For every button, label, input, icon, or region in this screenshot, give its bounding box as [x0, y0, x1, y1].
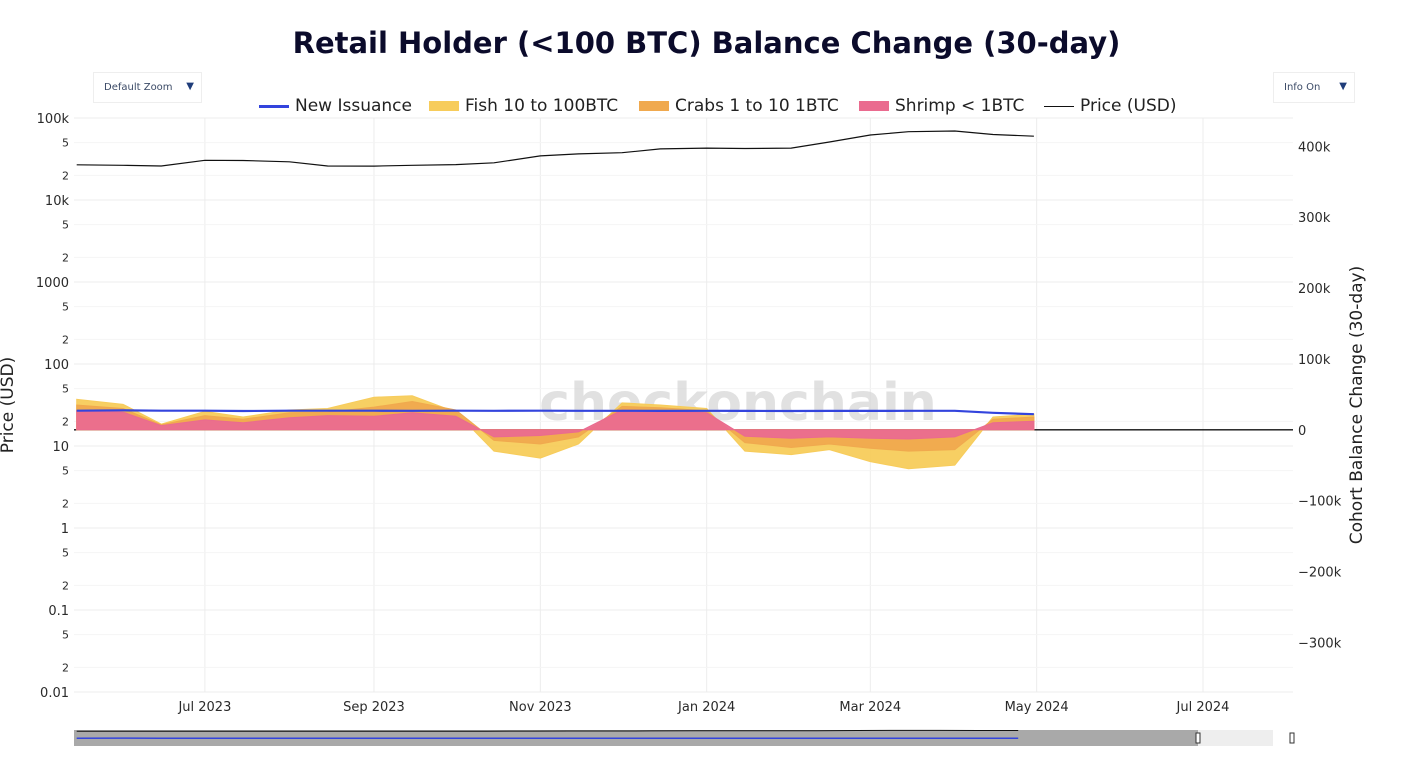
- y-left-minor-tick-label: 5: [62, 547, 69, 560]
- x-tick-label: May 2024: [1005, 700, 1069, 715]
- y-left-tick-label: 100: [44, 358, 69, 373]
- legend-swatch: [859, 101, 889, 111]
- y-axis-right: 400k 300k 200k 100k 0 −100k −200k −300k: [1298, 140, 1342, 651]
- y-left-minor-tick-label: 5: [62, 383, 69, 396]
- legend-item-fish[interactable]: Fish 10 to 100BTC: [429, 96, 618, 116]
- y-left-tick-label: 100k: [37, 112, 70, 127]
- x-tick-label: Mar 2024: [839, 700, 901, 715]
- x-tick-label: Jul 2024: [1176, 700, 1230, 715]
- y-right-tick-label: 400k: [1298, 140, 1331, 155]
- legend-label: Shrimp < 1BTC: [895, 96, 1025, 116]
- legend-label: New Issuance: [295, 96, 412, 116]
- range-slider-handle[interactable]: [1289, 732, 1295, 744]
- y-left-tick-label: 10: [52, 440, 69, 455]
- legend: New Issuance Fish 10 to 100BTC Crabs 1 t…: [0, 96, 1413, 122]
- x-tick-label: Jan 2024: [677, 700, 735, 715]
- x-tick-label: Jul 2023: [177, 700, 231, 715]
- y-left-minor-tick-label: 5: [62, 301, 69, 314]
- y-right-tick-label: −300k: [1298, 636, 1342, 651]
- y-left-tick-label: 1: [61, 522, 69, 537]
- legend-swatch: [1044, 105, 1074, 107]
- y-left-minor-tick-label: 2: [62, 661, 69, 674]
- legend-label: Price (USD): [1080, 96, 1177, 116]
- y-right-tick-label: 300k: [1298, 211, 1331, 226]
- line-price: [76, 130, 1034, 167]
- y-left-minor-tick-label: 5: [62, 219, 69, 232]
- y-right-tick-label: 100k: [1298, 353, 1331, 368]
- triangle-down-icon: ▼: [186, 81, 194, 92]
- info-dropdown-label: Info On: [1284, 82, 1321, 93]
- line-new-issuance: [76, 409, 1034, 416]
- area-crabs: [76, 400, 1035, 452]
- zoom-dropdown[interactable]: Default Zoom ▼: [93, 72, 202, 103]
- legend-swatch: [639, 101, 669, 111]
- legend-item-crabs[interactable]: Crabs 1 to 10 1BTC: [639, 96, 839, 116]
- y-left-minor-tick-label: 2: [62, 169, 69, 182]
- y-left-tick-label: 10k: [45, 194, 70, 209]
- legend-item-new-issuance[interactable]: New Issuance: [259, 96, 412, 116]
- y-left-tick-label: 0.1: [48, 604, 69, 619]
- legend-item-shrimp[interactable]: Shrimp < 1BTC: [859, 96, 1024, 116]
- y-axis-left-title: Price (USD): [0, 357, 18, 453]
- y-axis-left: 100k 5 2 10k 5 2 1000 5 2 100 5 2 10 5 2 1 5 2 0.1 5 2 0.01: [36, 112, 70, 701]
- triangle-down-icon: ▼: [1339, 81, 1347, 92]
- legend-label: Crabs 1 to 10 1BTC: [675, 96, 839, 116]
- x-axis: Jul 2023 Sep 2023 Nov 2023 Jan 2024 Mar 2024…: [177, 700, 1229, 715]
- y-left-minor-tick-label: 5: [62, 465, 69, 478]
- info-dropdown[interactable]: Info On ▼: [1273, 72, 1355, 103]
- x-tick-label: Nov 2023: [509, 700, 572, 715]
- x-tick-label: Sep 2023: [343, 700, 405, 715]
- legend-swatch: [259, 104, 289, 108]
- legend-swatch: [429, 101, 459, 111]
- y-right-tick-label: −200k: [1298, 566, 1342, 581]
- area-layer: [76, 395, 1035, 470]
- y-right-tick-label: 200k: [1298, 282, 1331, 297]
- y-left-minor-tick-label: 2: [62, 415, 69, 428]
- y-left-minor-tick-label: 2: [62, 579, 69, 592]
- y-axis-right-title: Cohort Balance Change (30-day): [1347, 266, 1367, 545]
- legend-label: Fish 10 to 100BTC: [465, 96, 619, 116]
- chart-title: Retail Holder (<100 BTC) Balance Change …: [292, 26, 1121, 60]
- y-left-tick-label: 1000: [36, 276, 69, 291]
- range-slider[interactable]: [74, 729, 1295, 746]
- range-slider-preview: [76, 729, 1019, 740]
- y-left-minor-tick-label: 5: [62, 629, 69, 642]
- range-slider-handle[interactable]: [1195, 732, 1201, 744]
- legend-item-price[interactable]: Price (USD): [1044, 96, 1176, 116]
- zoom-dropdown-label: Default Zoom: [104, 82, 173, 93]
- line-layer: [76, 130, 1034, 416]
- y-left-minor-tick-label: 2: [62, 251, 69, 264]
- range-slider-line-price: [76, 729, 1019, 732]
- y-left-tick-label: 0.01: [40, 686, 69, 701]
- y-right-tick-label: 0: [1298, 424, 1306, 439]
- y-left-minor-tick-label: 5: [62, 137, 69, 150]
- y-right-tick-label: −100k: [1298, 495, 1342, 510]
- y-left-minor-tick-label: 2: [62, 333, 69, 346]
- area-shrimp: [76, 409, 1035, 440]
- y-left-minor-tick-label: 2: [62, 497, 69, 510]
